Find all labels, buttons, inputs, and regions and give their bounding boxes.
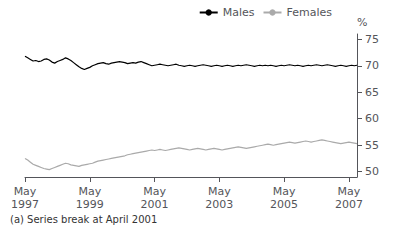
svg-text:2001: 2001	[141, 198, 169, 211]
svg-text:60: 60	[365, 112, 379, 125]
svg-text:75: 75	[365, 33, 379, 46]
svg-text:2005: 2005	[270, 198, 298, 211]
svg-text:May: May	[14, 185, 37, 198]
svg-text:70: 70	[365, 59, 379, 72]
svg-text:1997: 1997	[11, 198, 39, 211]
svg-text:2007: 2007	[335, 198, 363, 211]
svg-text:May: May	[143, 185, 166, 198]
svg-text:55: 55	[365, 139, 379, 152]
svg-text:%: %	[357, 16, 367, 29]
svg-text:65: 65	[365, 86, 379, 99]
svg-text:(a) Series break at April 2001: (a) Series break at April 2001	[10, 214, 157, 225]
svg-text:May: May	[78, 185, 101, 198]
svg-text:1999: 1999	[76, 198, 104, 211]
svg-text:Males: Males	[223, 6, 255, 19]
svg-text:50: 50	[365, 165, 379, 178]
svg-text:2003: 2003	[205, 198, 233, 211]
svg-text:May: May	[338, 185, 361, 198]
svg-text:May: May	[273, 185, 296, 198]
svg-text:May: May	[208, 185, 231, 198]
svg-text:Females: Females	[286, 6, 332, 19]
